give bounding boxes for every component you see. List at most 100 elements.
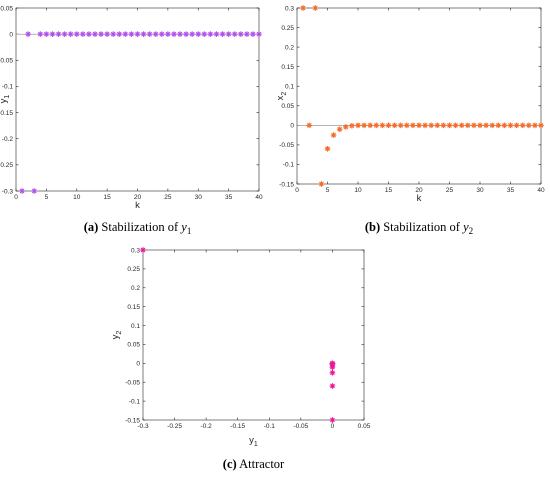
data-point-b — [391, 122, 398, 129]
x-tick-label-a: 30 — [195, 194, 203, 201]
y-tick-label-c: 0 — [136, 361, 140, 368]
data-point-a — [25, 31, 31, 37]
data-point-a — [55, 31, 62, 37]
y-tick-label-c: -0.1 — [129, 398, 141, 405]
data-point-a — [237, 31, 244, 37]
y-tick-label-a: -0.3 — [2, 188, 14, 195]
data-point-b — [434, 122, 441, 129]
y-tick-label-c: 0.25 — [127, 266, 140, 273]
x-tick-label-c: -0.05 — [293, 423, 308, 430]
y-tick-label-b: 0.25 — [281, 25, 294, 32]
y-tick-label-b: -0.1 — [283, 162, 295, 169]
x-axis-label-b: k — [417, 193, 422, 204]
y-tick-label-a: -0.25 — [0, 162, 13, 169]
data-point-b — [422, 122, 428, 129]
x-tick-label-c: 0 — [331, 423, 335, 430]
data-point-b — [538, 122, 544, 129]
x-tick-label-b: 25 — [446, 187, 454, 194]
y-tick-label-c: -0.05 — [125, 380, 140, 387]
y-tick-label-a: 0 — [9, 31, 13, 38]
data-point-b — [440, 122, 447, 129]
data-point-a — [110, 31, 116, 37]
y-tick-label-b: 0 — [290, 123, 294, 130]
y-tick-label-a: -0.1 — [2, 84, 14, 91]
x-tick-label-c: -0.25 — [167, 423, 182, 430]
y-tick-label-c: 0.2 — [131, 285, 140, 292]
data-point-b — [343, 124, 349, 130]
data-point-b — [446, 122, 453, 129]
x-axis-label-a: k — [135, 200, 140, 211]
plot-area-c — [142, 249, 365, 421]
data-point-b — [532, 122, 538, 129]
data-point-a — [152, 31, 159, 37]
data-point-c — [329, 383, 336, 389]
data-point-a — [92, 31, 98, 37]
data-point-a — [128, 31, 135, 37]
data-point-b — [336, 126, 343, 133]
x-tick-label-a: 40 — [255, 194, 263, 201]
data-point-b — [458, 122, 465, 129]
data-point-a — [189, 31, 195, 37]
data-point-a — [165, 31, 171, 37]
data-point-a — [177, 31, 183, 37]
data-point-b — [519, 122, 526, 129]
data-point-b — [513, 122, 520, 129]
data-point-b — [526, 122, 532, 129]
data-point-a — [43, 31, 50, 37]
data-point-a — [201, 31, 208, 37]
data-point-a — [231, 31, 238, 37]
data-point-b — [397, 122, 404, 129]
data-point-b — [379, 122, 386, 129]
data-point-a — [73, 31, 80, 37]
data-point-b — [501, 122, 508, 129]
data-point-b — [385, 122, 392, 129]
y-axis-label-c: y2 — [110, 331, 123, 340]
y-tick-label-c: 0.1 — [131, 323, 140, 330]
data-point-a — [140, 31, 147, 37]
y-tick-label-b: 0.2 — [285, 44, 294, 51]
x-tick-label-a: 15 — [104, 194, 112, 201]
data-point-b — [465, 122, 471, 129]
data-point-b — [495, 122, 502, 129]
x-tick-label-a: 0 — [14, 194, 18, 201]
data-point-a — [244, 31, 250, 37]
data-point-b — [300, 5, 306, 11]
plot-area-a — [15, 7, 260, 192]
x-tick-label-c: 0.05 — [358, 423, 371, 430]
x-tick-label-c: -0.2 — [201, 423, 213, 430]
data-point-b — [428, 122, 434, 129]
data-point-b — [477, 122, 483, 129]
y-tick-label-a: -0.2 — [2, 136, 14, 143]
y-tick-label-a: -0.05 — [0, 58, 13, 65]
y-tick-label-b: 0.15 — [281, 64, 294, 71]
x-tick-label-b: 40 — [537, 187, 545, 194]
data-point-b — [355, 122, 361, 129]
data-point-b — [330, 132, 337, 138]
data-point-a — [256, 31, 262, 37]
x-tick-label-a: 5 — [45, 194, 49, 201]
y-tick-label-c: 0.3 — [131, 247, 140, 254]
x-tick-label-b: 0 — [295, 187, 299, 194]
caption-a: (a) Stabilization of y1 — [84, 220, 192, 236]
data-point-b — [507, 122, 514, 129]
data-point-a — [225, 31, 232, 37]
x-tick-label-b: 5 — [326, 187, 330, 194]
x-tick-label-b: 30 — [476, 187, 484, 194]
data-point-a — [49, 31, 56, 37]
data-point-b — [416, 122, 422, 129]
data-point-a — [86, 31, 92, 37]
x-tick-label-a: 20 — [134, 194, 142, 201]
data-point-a — [213, 31, 220, 37]
y-tick-label-c: 0.05 — [127, 342, 140, 349]
data-point-c — [329, 369, 336, 376]
x-tick-label-b: 35 — [507, 187, 515, 194]
data-point-a — [67, 31, 74, 37]
x-tick-label-b: 10 — [354, 187, 362, 194]
data-point-a — [159, 31, 165, 37]
x-axis-label-c: y1 — [249, 435, 258, 448]
x-tick-label-c: -0.15 — [230, 423, 245, 430]
data-point-a — [37, 31, 44, 37]
x-tick-label-a: 25 — [164, 194, 172, 201]
y-tick-label-a: -0.15 — [0, 110, 13, 117]
